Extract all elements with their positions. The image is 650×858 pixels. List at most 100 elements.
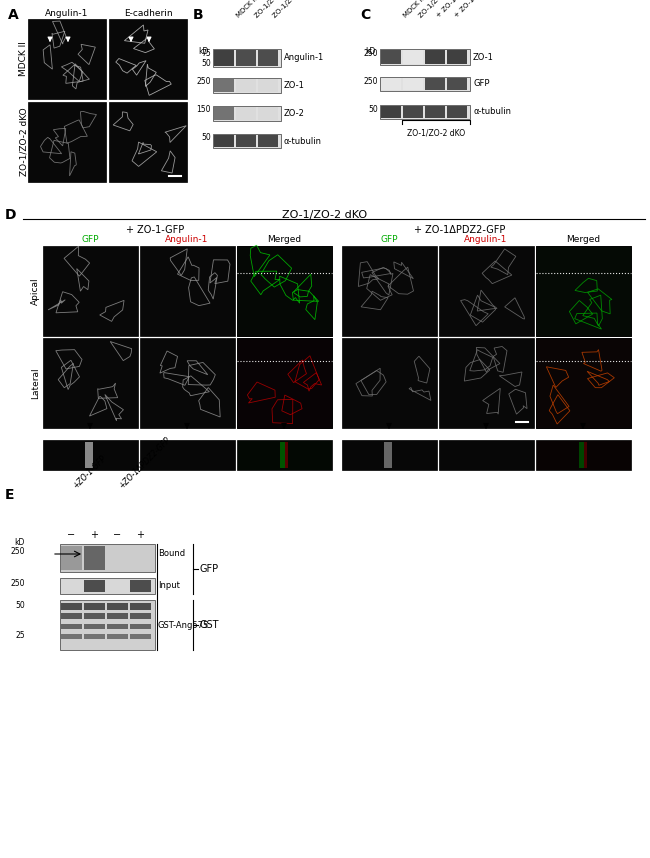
Text: 250: 250	[196, 77, 211, 87]
Text: 250: 250	[363, 76, 378, 86]
Text: −: −	[113, 530, 121, 540]
Bar	[237, 440, 332, 470]
Text: + ZO-1ΔPDZ2-GFP: + ZO-1ΔPDZ2-GFP	[453, 0, 503, 19]
Bar	[447, 106, 467, 118]
Text: ZO-1/ZO-2 dKO_1: ZO-1/ZO-2 dKO_1	[253, 0, 301, 19]
Text: 50: 50	[369, 105, 378, 113]
Bar	[236, 135, 256, 147]
Text: ZO-1/ZO-2 dKO: ZO-1/ZO-2 dKO	[20, 108, 29, 176]
Text: 25: 25	[16, 631, 25, 639]
Bar	[130, 624, 151, 629]
Text: Apical: Apical	[31, 277, 40, 305]
Bar	[130, 634, 151, 639]
Bar	[61, 603, 82, 610]
Text: E-cadherin: E-cadherin	[124, 9, 172, 18]
Bar	[584, 442, 587, 468]
Text: D: D	[5, 208, 16, 222]
Bar	[579, 442, 584, 468]
Text: ZO-2: ZO-2	[284, 108, 305, 118]
Text: Lateral: Lateral	[31, 367, 40, 399]
Text: ZO-1/ZO-2 dKO: ZO-1/ZO-2 dKO	[418, 0, 460, 19]
Text: GFP: GFP	[473, 80, 489, 88]
Bar	[237, 246, 332, 336]
Bar	[258, 79, 278, 92]
Bar	[447, 50, 467, 64]
Bar	[237, 338, 332, 428]
Text: 50: 50	[202, 134, 211, 142]
Bar	[43, 246, 138, 336]
Text: kD: kD	[199, 47, 209, 56]
Text: B: B	[193, 8, 203, 22]
Bar	[403, 106, 423, 118]
Text: MDCK II: MDCK II	[20, 41, 29, 76]
Bar	[213, 78, 281, 93]
Bar	[380, 49, 470, 65]
Bar	[84, 603, 105, 610]
Bar	[107, 634, 128, 639]
Bar	[130, 603, 151, 610]
Bar	[236, 79, 256, 92]
Bar	[107, 613, 128, 619]
Bar	[213, 106, 281, 121]
Text: −: −	[67, 530, 75, 540]
Bar	[214, 135, 234, 147]
Bar	[130, 580, 151, 592]
Bar	[130, 613, 151, 619]
Text: 250: 250	[10, 578, 25, 588]
Bar	[43, 338, 138, 428]
Text: 50: 50	[15, 601, 25, 609]
Text: 150: 150	[196, 106, 211, 114]
Bar	[84, 624, 105, 629]
Bar	[140, 246, 235, 336]
Text: ZO-1/ZO-2 dKO_2: ZO-1/ZO-2 dKO_2	[271, 0, 319, 19]
Bar	[447, 78, 467, 90]
Bar	[213, 134, 281, 148]
Bar	[425, 78, 445, 90]
Bar	[107, 603, 128, 610]
Bar	[258, 107, 278, 120]
Text: GFP: GFP	[81, 235, 99, 244]
Text: 250: 250	[10, 547, 25, 557]
Bar	[258, 135, 278, 147]
Bar	[536, 338, 631, 428]
Bar	[60, 578, 155, 594]
Text: GFP: GFP	[199, 564, 218, 574]
Text: + ZO-1ΔPDZ2-GFP: + ZO-1ΔPDZ2-GFP	[414, 225, 506, 235]
Text: +: +	[136, 530, 144, 540]
Bar	[280, 442, 285, 468]
Bar	[84, 613, 105, 619]
Bar	[536, 246, 631, 336]
Bar	[214, 107, 234, 120]
Bar	[61, 613, 82, 619]
Bar	[60, 544, 155, 572]
Text: +: +	[90, 530, 98, 540]
Text: 50: 50	[202, 58, 211, 68]
Text: Angulin-1: Angulin-1	[46, 9, 88, 18]
Bar	[342, 338, 437, 428]
Text: ZO-1/ZO-2 dKO: ZO-1/ZO-2 dKO	[407, 129, 465, 138]
Bar	[403, 78, 423, 90]
Text: Merged: Merged	[267, 235, 301, 244]
Bar	[130, 546, 151, 570]
Bar	[61, 546, 82, 570]
Bar	[439, 440, 534, 470]
Bar	[536, 440, 631, 470]
Text: Angulin-1: Angulin-1	[284, 53, 324, 63]
Bar	[381, 50, 401, 64]
Bar	[439, 246, 534, 336]
Text: kD: kD	[14, 538, 25, 547]
Text: C: C	[360, 8, 370, 22]
Text: Angulin-1: Angulin-1	[165, 235, 209, 244]
Bar	[84, 546, 105, 570]
Bar	[236, 50, 256, 66]
Bar	[425, 50, 445, 64]
Text: MDCK II: MDCK II	[235, 0, 258, 19]
Text: MDCK II: MDCK II	[402, 0, 425, 19]
Bar	[85, 442, 93, 468]
Bar	[140, 440, 235, 470]
Text: E: E	[5, 488, 14, 502]
Text: α-tubulin: α-tubulin	[284, 136, 322, 146]
Bar	[236, 107, 256, 120]
Bar	[536, 338, 631, 428]
Bar	[384, 442, 392, 468]
